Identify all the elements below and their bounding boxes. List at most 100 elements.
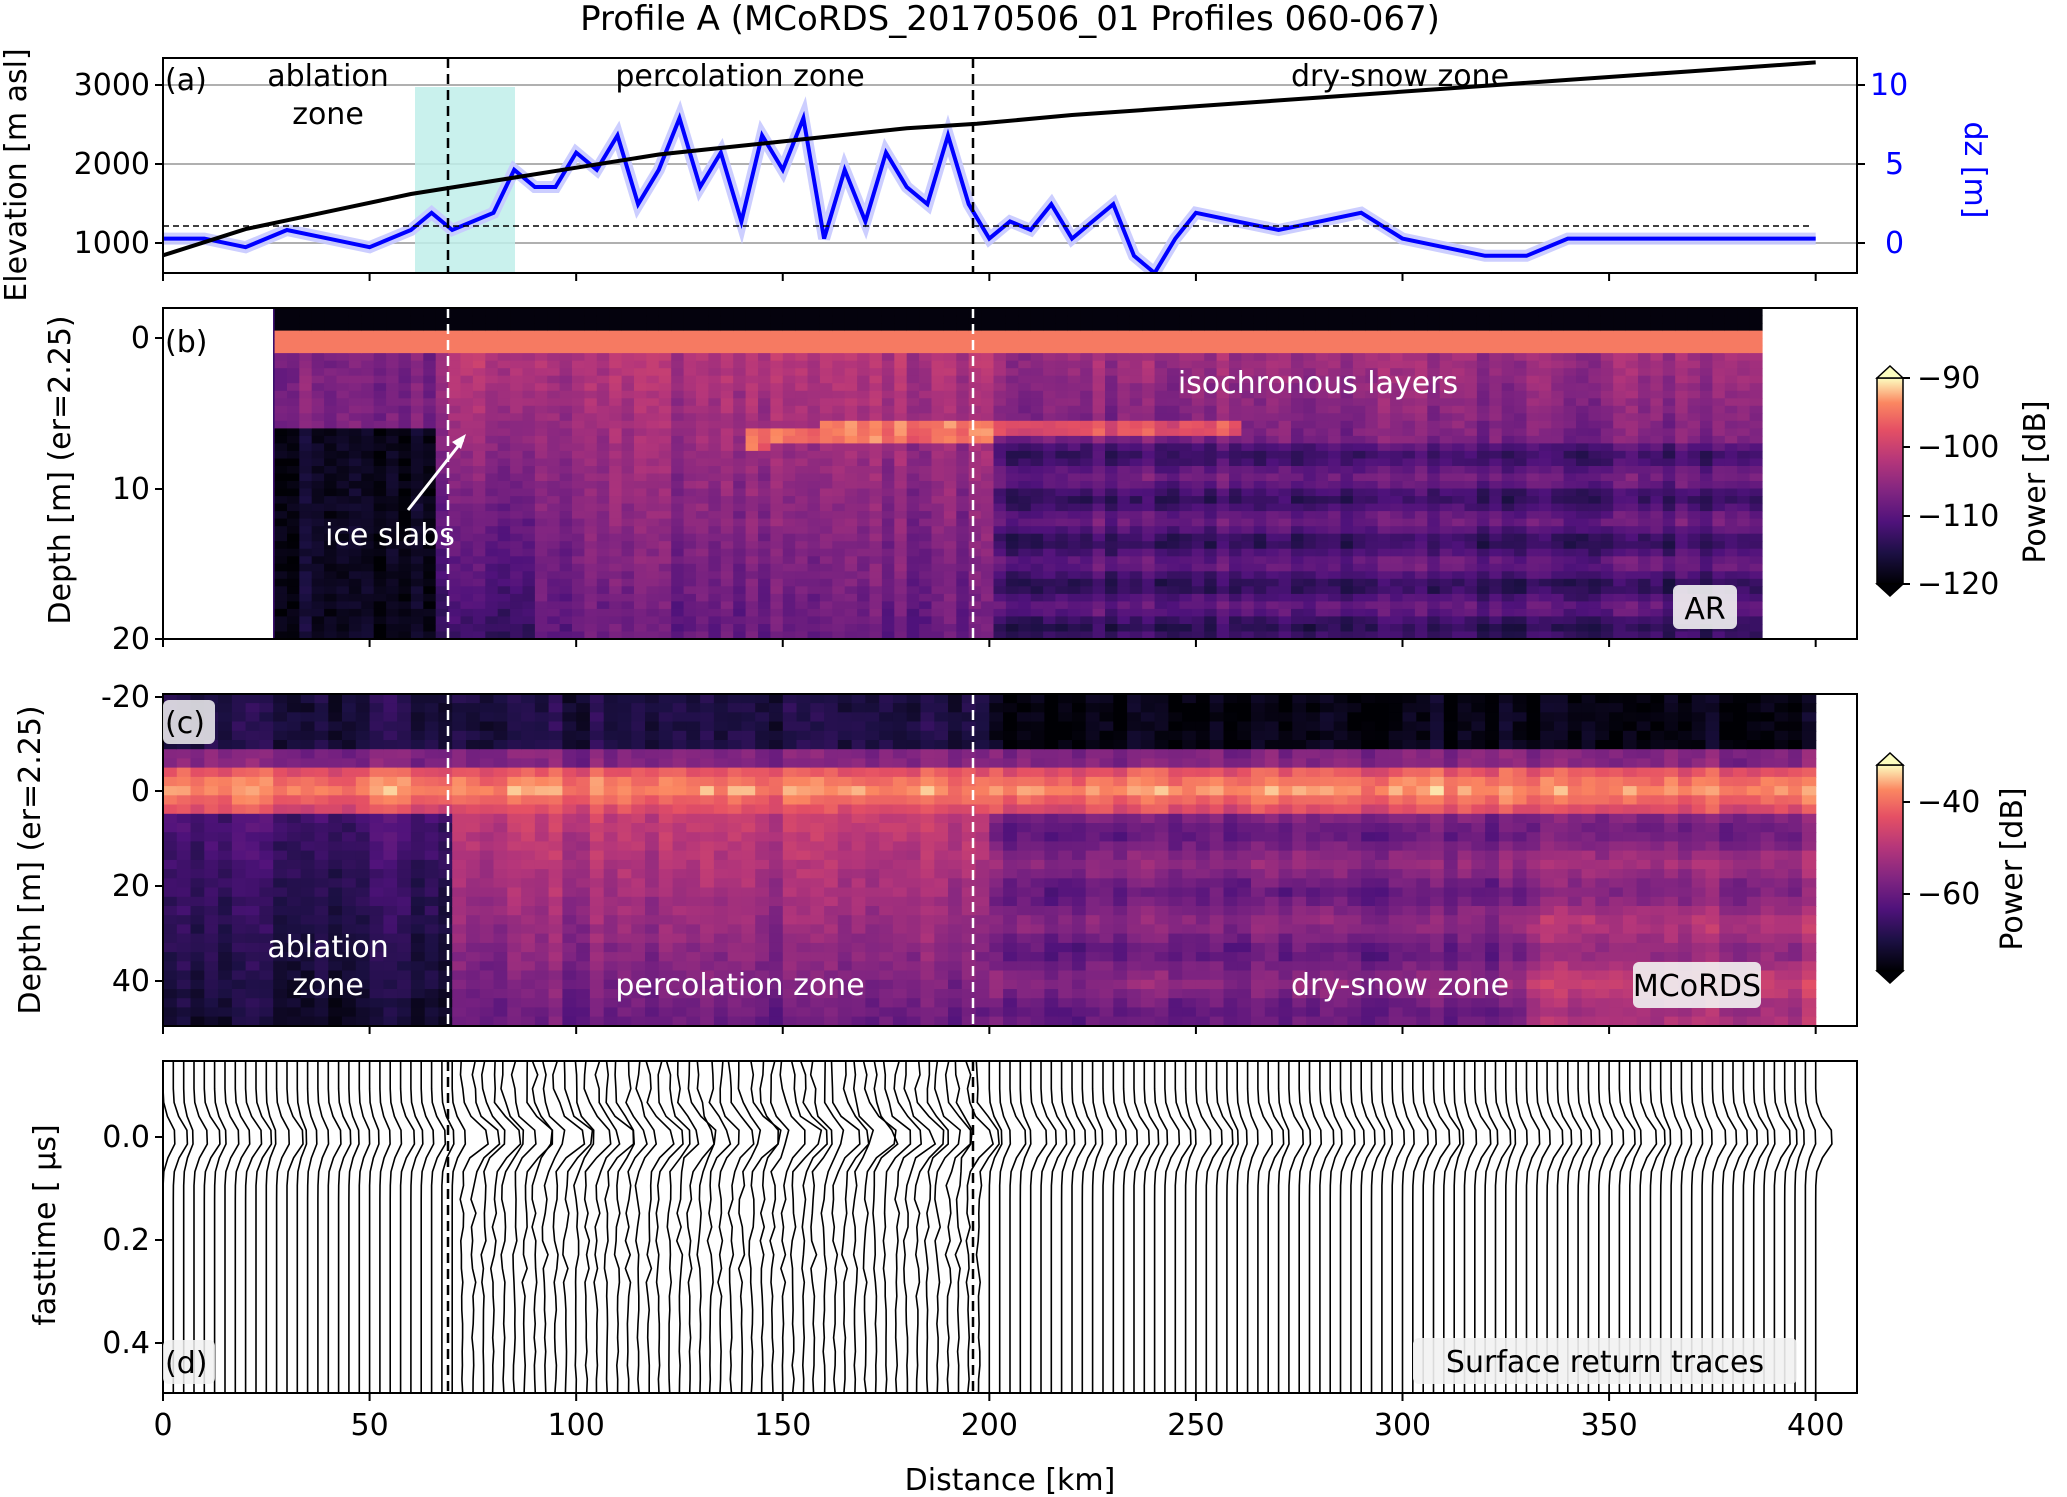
heatmap-cell bbox=[348, 390, 362, 399]
heatmap-cell bbox=[423, 624, 437, 633]
y2-tick-0: 0 bbox=[1885, 226, 1904, 261]
heatmap-cell bbox=[782, 533, 796, 542]
heatmap-cell bbox=[1129, 435, 1143, 444]
heatmap-cell bbox=[386, 631, 400, 639]
heatmap-cell bbox=[844, 473, 858, 482]
heatmap-cell bbox=[596, 601, 610, 610]
heatmap-cell bbox=[1576, 503, 1589, 512]
heatmap-cell bbox=[1662, 518, 1676, 527]
heatmap-cell bbox=[559, 518, 573, 527]
heatmap-cell bbox=[1352, 548, 1366, 557]
heatmap-cell bbox=[906, 315, 920, 324]
heatmap-cell bbox=[1427, 390, 1441, 399]
heatmap-cell bbox=[1080, 541, 1094, 550]
heatmap-cell bbox=[1402, 526, 1416, 535]
heatmap-cell bbox=[1352, 353, 1366, 362]
heatmap-cell bbox=[1129, 323, 1143, 332]
heatmap-cell bbox=[336, 383, 350, 392]
heatmap-cell bbox=[1600, 503, 1614, 512]
heatmap-cell bbox=[708, 511, 722, 520]
heatmap-cell bbox=[671, 473, 685, 482]
heatmap-cell bbox=[398, 556, 412, 565]
heatmap-cell bbox=[683, 624, 697, 633]
heatmap-cell bbox=[857, 338, 871, 347]
heatmap-cell bbox=[646, 345, 660, 354]
heatmap-cell bbox=[423, 390, 437, 399]
heatmap-cell bbox=[881, 624, 895, 633]
heatmap-cell bbox=[857, 548, 871, 557]
heatmap-cell bbox=[1315, 413, 1329, 422]
heatmap-cell bbox=[373, 360, 387, 369]
heatmap-cell bbox=[894, 571, 908, 580]
heatmap-cell bbox=[373, 616, 387, 625]
heatmap-cell bbox=[1179, 481, 1193, 490]
heatmap-cell bbox=[1439, 586, 1453, 595]
heatmap-cell bbox=[609, 338, 623, 347]
heatmap-cell bbox=[894, 548, 908, 557]
heatmap-cell bbox=[348, 323, 362, 332]
heatmap-cell bbox=[807, 541, 821, 550]
heatmap-cell bbox=[1439, 526, 1453, 535]
heatmap-cell bbox=[299, 563, 313, 572]
heatmap-cell bbox=[1514, 338, 1528, 347]
heatmap-cell bbox=[1650, 541, 1664, 550]
heatmap-cell bbox=[1414, 541, 1428, 550]
heatmap-cell bbox=[1080, 398, 1094, 407]
heatmap-cell bbox=[844, 563, 858, 572]
heatmap-cell bbox=[1154, 466, 1168, 475]
heatmap-cell bbox=[1154, 390, 1168, 399]
heatmap-cell bbox=[869, 601, 883, 610]
heatmap-cell bbox=[807, 481, 821, 490]
heatmap-cell bbox=[1402, 413, 1416, 422]
heatmap-cell bbox=[832, 616, 846, 625]
heatmap-cell bbox=[646, 578, 660, 587]
heatmap-cell bbox=[1452, 496, 1466, 505]
heatmap-cell bbox=[534, 458, 548, 467]
heatmap-cell bbox=[1576, 481, 1589, 490]
heatmap-cell bbox=[299, 466, 313, 475]
heatmap-cell bbox=[1514, 488, 1528, 497]
heatmap-cell bbox=[373, 503, 387, 512]
heatmap-cell bbox=[1576, 398, 1589, 407]
heatmap-cell bbox=[745, 405, 759, 414]
heatmap-cell bbox=[522, 345, 536, 354]
heatmap-cell bbox=[733, 323, 747, 332]
heatmap-cell bbox=[1638, 616, 1651, 625]
heatmap-cell bbox=[621, 368, 635, 377]
heatmap-cell bbox=[1105, 330, 1118, 339]
heatmap-cell bbox=[386, 338, 400, 347]
heatmap-cell bbox=[1613, 375, 1627, 384]
heatmap-cell bbox=[1291, 458, 1304, 467]
heatmap-cell bbox=[919, 390, 933, 399]
heatmap-cell bbox=[324, 398, 338, 407]
heatmap-cell bbox=[993, 353, 1007, 362]
heatmap-cell bbox=[1043, 548, 1057, 557]
heatmap-cell bbox=[733, 413, 747, 422]
heatmap-cell bbox=[410, 624, 424, 633]
heatmap-cell bbox=[683, 511, 697, 520]
heatmap-cell bbox=[869, 443, 883, 452]
heatmap-cell bbox=[1229, 518, 1242, 527]
heatmap-cell bbox=[696, 450, 709, 459]
heatmap-cell bbox=[621, 390, 635, 399]
heatmap-cell bbox=[460, 383, 474, 392]
heatmap-cell bbox=[1154, 481, 1168, 490]
heatmap-cell bbox=[361, 420, 375, 429]
heatmap-cell bbox=[968, 631, 982, 639]
heatmap-cell bbox=[720, 428, 734, 437]
heatmap-cell bbox=[1538, 450, 1552, 459]
heatmap-cell bbox=[1476, 458, 1490, 467]
heatmap-cell bbox=[1092, 593, 1106, 602]
heatmap-cell bbox=[1464, 413, 1478, 422]
heatmap-cell bbox=[770, 548, 784, 557]
heatmap-cell bbox=[981, 428, 995, 437]
heatmap-cell bbox=[1365, 616, 1379, 625]
heatmap-cell bbox=[1526, 624, 1540, 633]
heatmap-cell bbox=[1514, 481, 1528, 490]
heatmap-cell bbox=[819, 315, 833, 324]
heatmap-cell bbox=[361, 578, 375, 587]
heatmap-cell bbox=[1638, 526, 1651, 535]
heatmap-cell bbox=[1563, 466, 1577, 475]
heatmap-cell bbox=[497, 375, 511, 384]
heatmap-cell bbox=[1501, 481, 1515, 490]
